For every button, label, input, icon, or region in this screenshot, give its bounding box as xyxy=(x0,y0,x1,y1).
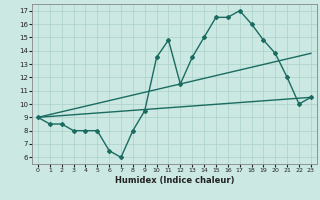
X-axis label: Humidex (Indice chaleur): Humidex (Indice chaleur) xyxy=(115,176,234,185)
